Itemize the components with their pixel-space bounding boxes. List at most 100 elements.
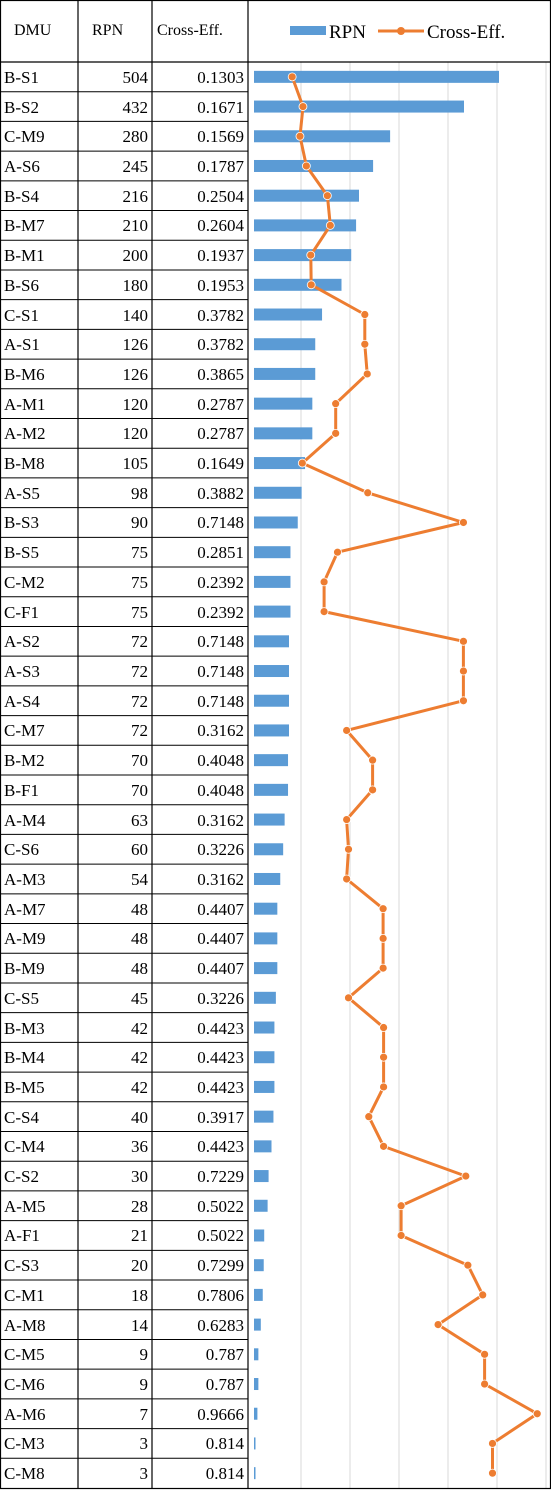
rpn-cell: 432 (122, 97, 149, 117)
rpn-cell: 70 (131, 751, 148, 771)
cross-eff-cell: 0.3882 (197, 483, 244, 503)
bar-rpn-a-m8 (254, 1318, 261, 1331)
point-cross-eff-b-m2 (368, 755, 378, 765)
point-cross-eff-a-m6 (532, 1409, 542, 1419)
rpn-cell: 48 (131, 929, 148, 949)
cross-eff-cell: 0.814 (205, 1464, 244, 1484)
bar-rpn-a-f1 (254, 1229, 265, 1242)
rpn-cell: 54 (131, 869, 148, 889)
point-cross-eff-a-s5 (363, 488, 373, 498)
cross-eff-cell: 0.814 (205, 1434, 244, 1454)
dmu-cell: C-M8 (4, 1464, 45, 1484)
bar-rpn-c-m4 (254, 1140, 272, 1153)
header-dmu: DMU (14, 22, 52, 39)
bar-rpn-a-m6 (254, 1407, 258, 1420)
point-cross-eff-b-m9 (378, 963, 388, 973)
cross-eff-cell: 0.4423 (197, 1077, 244, 1097)
cross-eff-cell: 0.4423 (197, 1048, 244, 1068)
bar-rpn-a-m2 (254, 427, 313, 440)
cross-eff-cell: 0.7299 (197, 1256, 244, 1276)
cross-eff-cell: 0.2787 (197, 424, 244, 444)
cross-eff-cell: 0.5022 (197, 1196, 244, 1216)
point-cross-eff-b-s1 (287, 72, 297, 82)
line-cross-eff (290, 76, 539, 1474)
bar-rpn-b-m4 (254, 1051, 275, 1064)
point-cross-eff-c-s6 (344, 844, 353, 854)
dmu-cell: A-M8 (4, 1315, 46, 1335)
cross-eff-cell: 0.7806 (197, 1285, 244, 1305)
point-cross-eff-c-m5 (480, 1349, 489, 1359)
cross-eff-cell: 0.7148 (197, 632, 244, 652)
cross-eff-cell: 0.3917 (197, 1107, 244, 1127)
point-cross-eff-a-s3 (459, 666, 468, 676)
bar-rpn-c-m9 (254, 130, 391, 143)
dmu-cell: B-M5 (4, 1077, 45, 1097)
bar-rpn-b-m8 (254, 457, 306, 470)
bar-rpn-a-s2 (254, 635, 289, 648)
rpn-cell: 70 (131, 780, 148, 800)
dmu-cell: B-M8 (4, 454, 45, 474)
dmu-cell: A-S6 (4, 156, 40, 176)
cross-eff-cell: 0.787 (205, 1345, 244, 1365)
rpn-cell: 180 (122, 275, 149, 295)
bar-rpn-c-m3 (254, 1437, 256, 1450)
rpn-cell: 48 (131, 959, 148, 979)
dmu-cell: B-F1 (4, 780, 39, 800)
point-cross-eff-a-f1 (396, 1231, 406, 1240)
cross-eff-cell: 0.7148 (197, 691, 244, 711)
cross-eff-cell: 0.3226 (197, 840, 244, 860)
point-cross-eff-c-m4 (379, 1141, 388, 1151)
header-cross-eff: Cross-Eff. (157, 22, 223, 39)
dmu-cell: C-M5 (4, 1345, 45, 1365)
rpn-cell: 210 (122, 216, 149, 236)
rpn-cell: 48 (131, 899, 148, 919)
point-cross-eff-c-s3 (463, 1260, 473, 1270)
rpn-cell: 42 (131, 1018, 148, 1038)
dmu-cell: B-S4 (4, 186, 39, 206)
bar-rpn-a-s1 (254, 338, 316, 351)
bar-rpn-c-m2 (254, 575, 291, 588)
dmu-cell: C-S3 (4, 1256, 39, 1276)
rpn-cell: 216 (122, 186, 149, 206)
cross-eff-cell: 0.3865 (197, 364, 244, 384)
rpn-cell: 126 (122, 364, 149, 384)
bar-rpn-b-f1 (254, 783, 289, 796)
cross-eff-cell: 0.1937 (197, 246, 244, 266)
point-cross-eff-a-m3 (342, 874, 352, 884)
cross-eff-cell: 0.4423 (197, 1137, 244, 1157)
bar-rpn-a-m1 (254, 397, 313, 410)
bar-rpn-a-s6 (254, 159, 374, 172)
dmu-cell: A-M4 (4, 810, 46, 830)
point-cross-eff-b-m4 (379, 1052, 388, 1062)
cross-eff-cell: 0.1671 (197, 97, 244, 117)
dmu-cell: B-S1 (4, 67, 39, 87)
rpn-cell: 3 (139, 1434, 149, 1454)
rpn-cell: 45 (131, 988, 148, 1008)
dmu-cell: C-S5 (4, 988, 39, 1008)
cross-eff-cell: 0.9666 (197, 1404, 244, 1424)
bar-rpn-b-m2 (254, 754, 289, 767)
bar-rpn-c-s2 (254, 1170, 269, 1183)
point-cross-eff-c-s1 (360, 310, 370, 319)
point-cross-eff-c-m1 (478, 1290, 488, 1300)
bar-rpn-b-m5 (254, 1080, 275, 1093)
rpn-cell: 75 (131, 602, 148, 622)
cross-eff-cell: 0.3162 (197, 721, 244, 741)
rpn-cell: 245 (122, 156, 149, 176)
dmu-cell: B-M3 (4, 1018, 45, 1038)
point-cross-eff-a-s1 (360, 339, 370, 349)
dmu-cell: B-S5 (4, 543, 39, 563)
bar-rpn-c-m8 (254, 1467, 256, 1480)
bar-rpn-a-s5 (254, 486, 302, 499)
rpn-cell: 3 (139, 1464, 149, 1484)
rpn-cell: 72 (131, 632, 148, 652)
cross-eff-cell: 0.4048 (197, 751, 244, 771)
rpn-cell: 28 (131, 1196, 148, 1216)
bar-rpn-b-s1 (254, 70, 499, 83)
bar-rpn-b-m1 (254, 249, 352, 262)
bar-rpn-c-m1 (254, 1288, 263, 1301)
cross-eff-cell: 0.3782 (197, 305, 244, 325)
dmu-cell: A-S4 (4, 691, 40, 711)
rpn-cell: 72 (131, 662, 148, 682)
